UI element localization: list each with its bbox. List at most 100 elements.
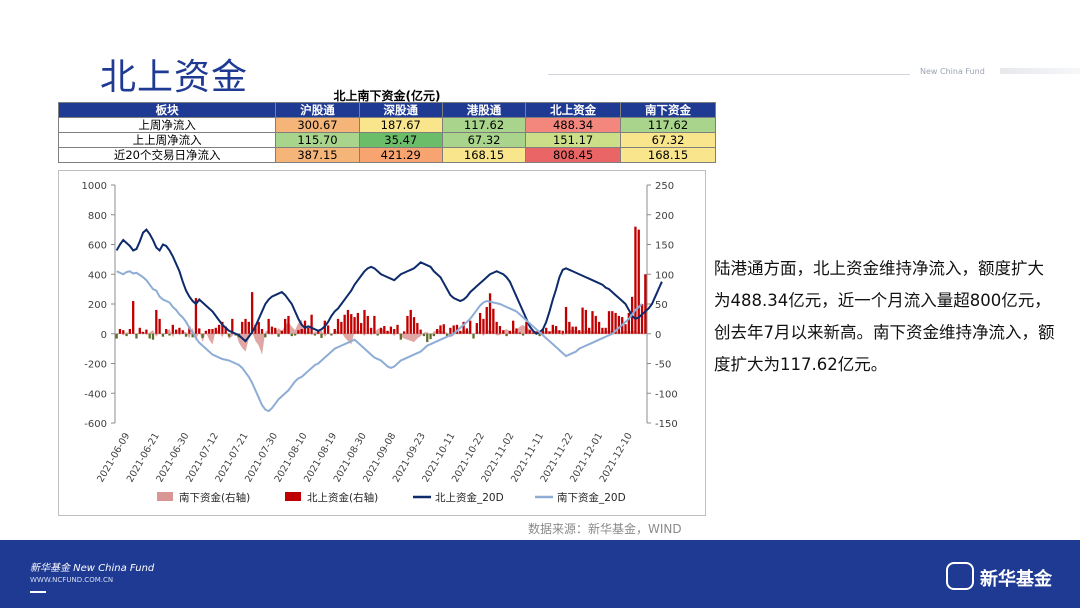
north-bound-bar <box>505 333 508 337</box>
legend-label: 北上资金(右轴) <box>307 491 378 504</box>
north-bound-bar <box>307 327 310 334</box>
north-bound-bar <box>379 327 383 334</box>
header-divider <box>548 74 910 75</box>
north-bound-bar <box>125 333 128 337</box>
table-row-label: 近20个交易日净流入 <box>57 147 277 163</box>
north-bound-bar <box>290 333 293 337</box>
table-cell: 35.47 <box>358 132 443 148</box>
right-axis-tick-label: -100 <box>655 389 678 400</box>
north-bound-bar <box>346 309 350 334</box>
north-bound-bar <box>254 324 257 334</box>
north-bound-bar <box>399 333 402 340</box>
right-axis-tick-label: -150 <box>655 419 678 430</box>
north-bound-bar <box>188 326 191 334</box>
table-header-row: 板块 沪股通 深股通 港股通 北上资金 南下资金 <box>57 102 716 118</box>
north-bound-bar <box>184 333 188 337</box>
legend-label: 南下资金_20D <box>557 491 626 504</box>
north-bound-bar <box>597 321 601 334</box>
table-title: 北上南下资金(亿元) <box>333 89 441 103</box>
north-bound-bar <box>406 315 409 334</box>
north-bound-bar <box>531 332 535 334</box>
table-cell: 187.67 <box>358 117 443 133</box>
north-bound-bar <box>217 324 221 334</box>
north-bound-bar <box>267 318 270 334</box>
left-axis-tick-label: 1000 <box>82 181 107 192</box>
north-bound-bar <box>141 331 145 334</box>
north-bound-bar <box>591 311 594 334</box>
north-bound-bar <box>475 323 478 334</box>
north-bound-bar <box>386 330 389 334</box>
north-bound-bar <box>247 321 250 334</box>
north-bound-bar <box>581 307 584 334</box>
north-bound-bar <box>369 327 373 334</box>
table-row: 近20个交易日净流入 387.15 421.29 168.15 808.45 1… <box>57 147 716 163</box>
north-bound-bar <box>442 324 445 334</box>
commentary-text: 陆港通方面，北上资金维持净流入，额度扩大为488.34亿元，近一个月流入量超80… <box>714 259 1055 374</box>
north-bound-bar <box>644 274 647 334</box>
north-bound-bar <box>617 315 621 334</box>
north-bound-bar <box>459 330 462 334</box>
north-bound-bar <box>376 333 379 336</box>
north-bound-bar <box>604 327 607 334</box>
north-bound-bar <box>373 315 376 334</box>
north-bound-bar <box>208 328 211 334</box>
table-header-cell: 南下资金 <box>620 102 716 118</box>
north-bound-bar <box>174 329 178 334</box>
north-bound-bar <box>293 333 297 336</box>
left-axis-tick-label: -200 <box>84 360 107 371</box>
north-bound-bar <box>201 333 204 338</box>
table-row-label: 上上周净流入 <box>57 132 277 148</box>
north-bound-bar <box>191 333 194 338</box>
north-bound-bar <box>515 328 518 334</box>
north-bound-bar <box>488 293 492 334</box>
north-bound-bar <box>260 328 264 334</box>
north-bound-bar <box>168 333 171 336</box>
north-bound-bar <box>624 324 627 334</box>
north-bound-bar <box>452 325 455 334</box>
left-axis-tick-label: 600 <box>88 241 107 252</box>
capital-flow-chart: -600-400-20002004006008001000-150-100-50… <box>82 181 678 504</box>
north-bound-bar <box>194 298 198 334</box>
north-bound-bar <box>588 327 591 334</box>
north-bound-bar <box>148 333 151 339</box>
right-axis-tick-label: 200 <box>655 211 674 222</box>
right-axis-tick-label: 0 <box>655 330 661 341</box>
table-cell: 67.32 <box>441 132 527 148</box>
north-bound-bar <box>297 330 300 334</box>
north-bound-bar <box>538 333 541 337</box>
north-bound-bar <box>326 325 330 334</box>
header-brand: New China Fund <box>920 67 985 76</box>
north-bound-bar <box>551 324 554 334</box>
right-axis-tick-label: 250 <box>655 181 674 192</box>
north-bound-bar <box>356 312 360 334</box>
table-cell: 421.29 <box>358 147 443 163</box>
north-bound-bar <box>181 330 184 334</box>
north-bound-bar <box>594 315 597 334</box>
north-bound-bar <box>554 326 558 334</box>
north-bound-bar <box>171 324 174 334</box>
north-bound-bar <box>495 321 498 334</box>
north-bound-bar <box>561 330 564 334</box>
legend-swatch <box>157 492 173 501</box>
north-bound-bar <box>426 333 429 343</box>
north-bound-bar <box>465 328 469 334</box>
north-bound-bar <box>432 333 436 337</box>
logo-icon <box>946 562 974 590</box>
north-bound-bar <box>231 318 234 334</box>
north-bound-bar <box>419 329 422 334</box>
table-header-cell: 沪股通 <box>275 102 360 118</box>
header-accent-bar <box>1000 68 1080 74</box>
logo-text: 新华基金 <box>980 569 1052 590</box>
north-bound-bar <box>492 308 495 334</box>
left-axis-tick-label: 800 <box>88 211 107 222</box>
north-bound-bar <box>482 318 485 334</box>
north-bound-bar <box>227 333 231 337</box>
north-bound-bar <box>548 331 551 334</box>
legend-label: 北上资金_20D <box>435 491 504 504</box>
north-bound-bar <box>340 321 343 334</box>
north-bound-bar <box>601 327 604 334</box>
north-bound-bar <box>518 332 521 334</box>
north-bound-bar <box>224 326 227 334</box>
north-bound-bar <box>416 323 419 334</box>
table-row: 上上周净流入 115.70 35.47 67.32 151.17 67.32 <box>57 132 716 148</box>
